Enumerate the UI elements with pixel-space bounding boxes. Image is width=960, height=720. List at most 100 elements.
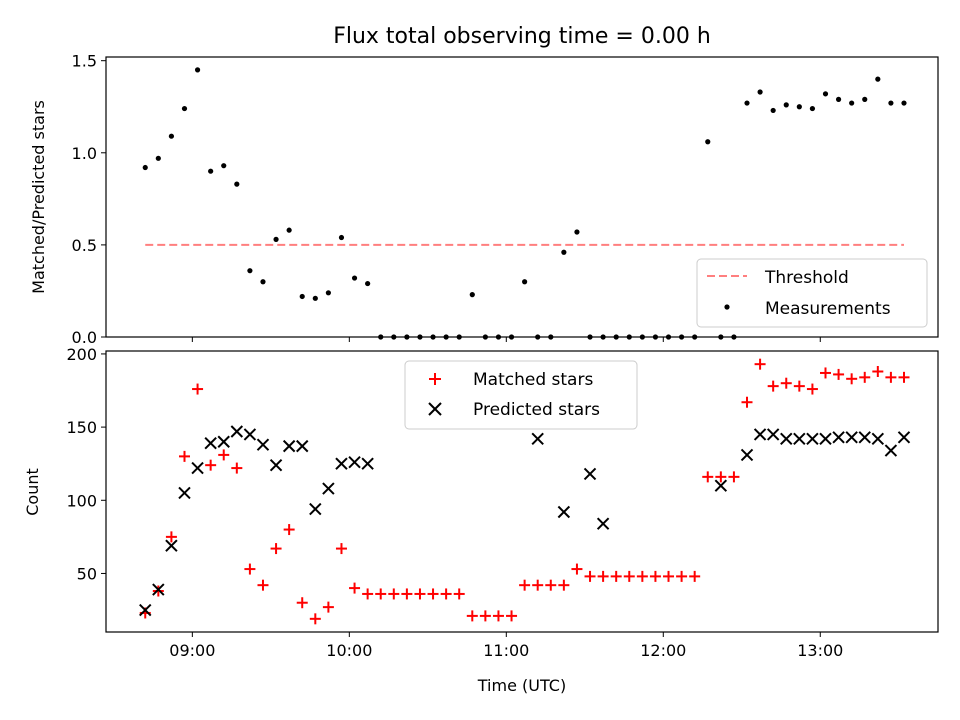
measurement-point <box>221 163 227 169</box>
matched-star-point <box>597 570 609 582</box>
bottom-y-tick-label: 200 <box>66 345 97 364</box>
matched-star-point <box>728 471 740 483</box>
matched-star-point <box>532 579 544 591</box>
predicted-star-point <box>335 457 348 470</box>
measurement-point <box>469 292 475 298</box>
matched-star-point <box>571 563 583 575</box>
predicted-star-point <box>217 435 230 448</box>
predicted-star-point <box>557 505 571 519</box>
x-tick-label: 11:00 <box>483 641 529 660</box>
x-tick-label: 12:00 <box>640 641 686 660</box>
matched-star-point <box>283 524 295 536</box>
matched-star-point <box>636 570 648 582</box>
predicted-star-point <box>858 431 871 444</box>
measurement-point <box>822 91 829 97</box>
predicted-star-point <box>793 432 806 446</box>
measurement-point <box>875 76 881 82</box>
matched-star-point <box>689 570 701 582</box>
measurement-point <box>351 275 358 281</box>
matched-star-point <box>231 462 243 474</box>
matched-star-point <box>192 383 204 395</box>
matched-star-point <box>296 597 308 609</box>
measurement-point <box>835 96 842 102</box>
matched-star-point <box>322 601 334 613</box>
measurement-point <box>574 229 580 235</box>
predicted-star-point <box>806 432 819 446</box>
matched-star-point <box>492 610 504 622</box>
measurement-point <box>849 100 855 106</box>
predicted-star-point <box>178 486 191 500</box>
measurement-point <box>325 290 331 296</box>
matched-star-point <box>388 588 400 600</box>
predicted-star-point <box>583 467 597 481</box>
predicted-star-point <box>191 461 204 475</box>
predicted-star-point <box>204 436 217 450</box>
predicted-star-point <box>256 438 270 451</box>
predicted-legend-marker <box>428 402 442 416</box>
measurement-point <box>286 227 292 233</box>
matched-star-point <box>715 471 727 483</box>
predicted-star-point <box>348 456 361 469</box>
bottom-y-tick-label: 100 <box>66 491 97 510</box>
predicted-star-point <box>282 439 296 453</box>
matched-star-point <box>152 585 164 597</box>
predicted-star-point <box>714 479 728 492</box>
predicted-star-point <box>845 431 858 444</box>
matched-star-point <box>767 380 779 392</box>
measurement-point <box>783 102 789 108</box>
matched-star-point <box>649 570 661 582</box>
bottom-legend-box <box>404 360 638 430</box>
measurement-point <box>744 100 750 106</box>
measurement-point <box>181 105 188 112</box>
measurement-point <box>809 105 816 112</box>
matched-legend-marker <box>429 373 441 385</box>
matched-star-point <box>440 588 452 600</box>
matched-star-point <box>479 610 491 622</box>
measurement-point <box>260 279 266 285</box>
matched-star-point <box>558 579 570 591</box>
measurement-point <box>247 268 253 274</box>
matched-star-point <box>506 610 518 622</box>
top-y-tick-label: 0.5 <box>72 236 97 255</box>
predicted-star-point <box>766 428 780 441</box>
x-tick-label: 13:00 <box>797 641 843 660</box>
matched-star-point <box>780 377 792 389</box>
measurement-point <box>365 280 371 287</box>
top-y-tick-label: 1.0 <box>72 144 97 163</box>
measurements-legend-marker <box>724 304 730 310</box>
measurement-point <box>234 181 240 187</box>
predicted-star-point <box>243 428 257 441</box>
bottom-axes-frame <box>105 350 939 633</box>
predicted-star-point <box>780 432 793 446</box>
predicted-star-point <box>531 432 544 446</box>
matched-star-point <box>754 358 766 370</box>
measurement-point <box>705 139 711 145</box>
matched-star-point <box>270 543 282 555</box>
measurement-point <box>312 295 318 301</box>
bottom-y-tick-label: 150 <box>66 418 97 437</box>
matched-star-point <box>257 579 269 591</box>
x-tick-label: 10:00 <box>326 641 372 660</box>
matched-star-point <box>335 543 347 555</box>
top-y-tick-label: 1.5 <box>72 52 97 71</box>
matched-star-point <box>205 459 217 471</box>
matched-star-point <box>663 570 675 582</box>
measurement-point <box>338 234 345 241</box>
predicted-star-point <box>152 583 165 596</box>
matched-star-point <box>165 531 177 543</box>
top-legend: Threshold Measurements <box>696 258 928 328</box>
predicted-star-point <box>139 603 152 617</box>
measurement-point <box>522 279 528 285</box>
matched-star-point <box>178 450 190 462</box>
matched-star-point <box>244 563 256 575</box>
x-tick-label: 09:00 <box>169 641 215 660</box>
matched-star-point <box>414 588 426 600</box>
bottom-y-tick-label: 50 <box>77 564 97 583</box>
measurement-point <box>208 168 214 174</box>
threshold-legend-label: Threshold <box>764 268 849 288</box>
predicted-star-point <box>897 431 911 444</box>
bottom-legend: Matched stars Predicted stars <box>404 360 638 430</box>
measurement-point <box>862 96 868 102</box>
matched-star-point <box>610 570 622 582</box>
